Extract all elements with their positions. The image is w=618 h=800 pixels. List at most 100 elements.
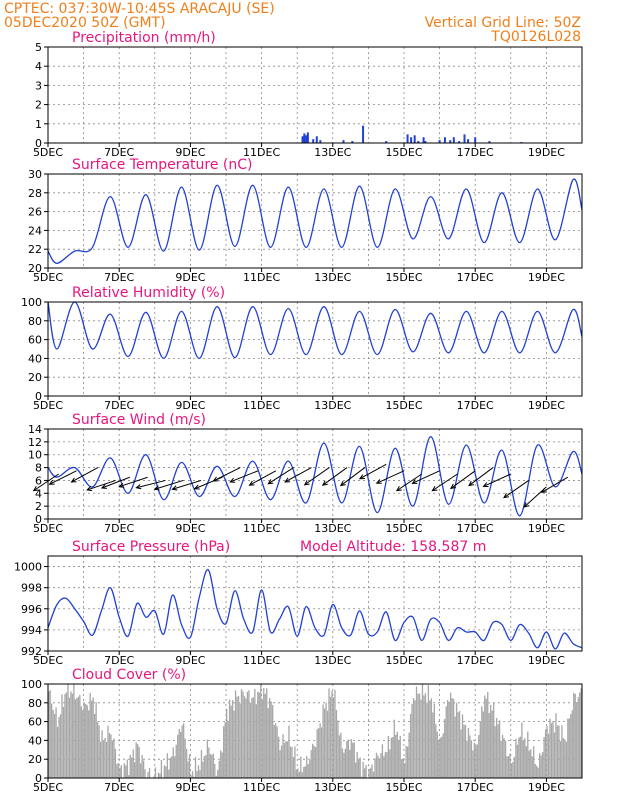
- cloud-bar: [490, 704, 492, 778]
- cloud-bar: [507, 756, 510, 778]
- cloud-bar: [301, 772, 303, 778]
- wind-vector: [396, 473, 423, 492]
- y-tick-label: 80: [28, 315, 42, 328]
- y-tick-label: 20: [28, 753, 42, 766]
- precip-bar: [306, 132, 309, 143]
- precip-bar: [417, 141, 420, 143]
- cloud-bar: [536, 765, 538, 778]
- cloud-bar: [519, 736, 522, 778]
- precip-bar: [315, 136, 318, 143]
- panel-frame: [47, 46, 583, 144]
- cloud-bar: [506, 756, 508, 778]
- cloud-bar: [429, 700, 431, 778]
- wind-vector-head: [135, 484, 142, 490]
- cloud-bar: [482, 711, 484, 778]
- cloud-bar: [352, 742, 354, 778]
- cloud-bar: [326, 710, 329, 778]
- x-tick-label: 19DEC: [528, 271, 565, 284]
- cloud-bar: [444, 718, 446, 778]
- cloud-bar: [441, 736, 443, 778]
- cloud-bar: [488, 713, 490, 778]
- cloud-bar: [240, 689, 243, 778]
- cloud-bar: [432, 712, 434, 778]
- wind-vector-head: [449, 483, 456, 490]
- wind-vector-head: [540, 487, 547, 493]
- wind-vector-head: [193, 484, 200, 490]
- cloud-bar: [220, 750, 222, 778]
- cloud-bar: [430, 698, 433, 778]
- cloud-bar: [295, 769, 298, 778]
- cloud-bar: [359, 757, 361, 778]
- wind-vector-head: [339, 480, 346, 487]
- cloud-bar: [200, 750, 203, 778]
- panel-title: Surface Temperature (nC): [72, 157, 253, 173]
- cloud-bar: [360, 776, 363, 778]
- wind-vector-head: [482, 482, 489, 487]
- cloud-bar: [175, 744, 177, 778]
- cloud-bar: [567, 718, 569, 778]
- cloud-bar: [340, 732, 342, 778]
- cloud-bar: [249, 702, 252, 778]
- cloud-bar: [509, 753, 511, 778]
- cloud-bar: [64, 693, 66, 778]
- cloud-bar: [426, 702, 428, 778]
- cloud-bar: [205, 755, 207, 778]
- cloud-bar: [292, 757, 295, 778]
- x-tick-label: 13DEC: [314, 654, 351, 667]
- cloud-bar: [503, 738, 505, 778]
- cloud-bar: [96, 721, 99, 778]
- y-tick-label: 28: [28, 187, 42, 200]
- cloud-bar: [556, 725, 559, 778]
- cloud-bar: [470, 740, 473, 778]
- wind-vector: [304, 467, 330, 486]
- cloud-bar: [50, 703, 53, 778]
- x-tick-label: 13DEC: [314, 781, 351, 794]
- cloud-bar: [338, 735, 341, 778]
- cloud-bar: [61, 694, 63, 778]
- precip-bar: [467, 139, 470, 143]
- cloud-bar: [415, 686, 418, 778]
- wind-vector: [49, 470, 77, 485]
- x-tick-label: 15DEC: [385, 781, 422, 794]
- x-tick-label: 19DEC: [528, 399, 565, 412]
- cloud-bar: [86, 705, 88, 778]
- cloud-bar: [530, 749, 532, 778]
- y-tick-label: 6: [35, 474, 42, 487]
- cloud-bar: [153, 776, 155, 778]
- precip-bar: [488, 141, 491, 143]
- cloud-bar: [374, 758, 376, 778]
- y-tick-label: 996: [21, 603, 42, 616]
- cloud-bar: [237, 695, 240, 778]
- cloud-bar: [320, 727, 323, 778]
- x-tick-label: 19DEC: [528, 522, 565, 535]
- precip-bar: [410, 137, 413, 143]
- cloud-bar: [266, 688, 268, 778]
- cloud-bar: [107, 725, 109, 778]
- cloud-bar: [206, 739, 209, 778]
- x-tick-label: 15DEC: [385, 399, 422, 412]
- wind-vector-head: [48, 479, 55, 485]
- cloud-bar: [521, 722, 523, 778]
- cloud-bar: [325, 702, 327, 778]
- y-tick-label: 0: [35, 137, 42, 150]
- y-tick-label: 60: [28, 716, 42, 729]
- wind-vector-head: [32, 486, 39, 492]
- cloud-bar: [62, 706, 65, 778]
- wind-vector-head: [395, 486, 402, 492]
- x-tick-label: 17DEC: [457, 522, 494, 535]
- cloud-bar: [381, 744, 384, 778]
- cloud-bar: [191, 771, 194, 778]
- cloud-bar: [280, 745, 283, 778]
- cloud-bar: [368, 768, 370, 778]
- panel-title: Surface Pressure (hPa): [72, 539, 230, 555]
- cloud-bar: [531, 756, 533, 778]
- cloud-bar: [73, 684, 75, 778]
- cloud-bar: [448, 701, 450, 778]
- x-tick-label: 5DEC: [33, 271, 63, 284]
- y-tick-label: 1: [35, 118, 42, 131]
- cloud-bar: [215, 775, 217, 778]
- wind-vector: [101, 476, 131, 489]
- x-tick-label: 7DEC: [104, 271, 134, 284]
- cloud-bar: [438, 740, 440, 778]
